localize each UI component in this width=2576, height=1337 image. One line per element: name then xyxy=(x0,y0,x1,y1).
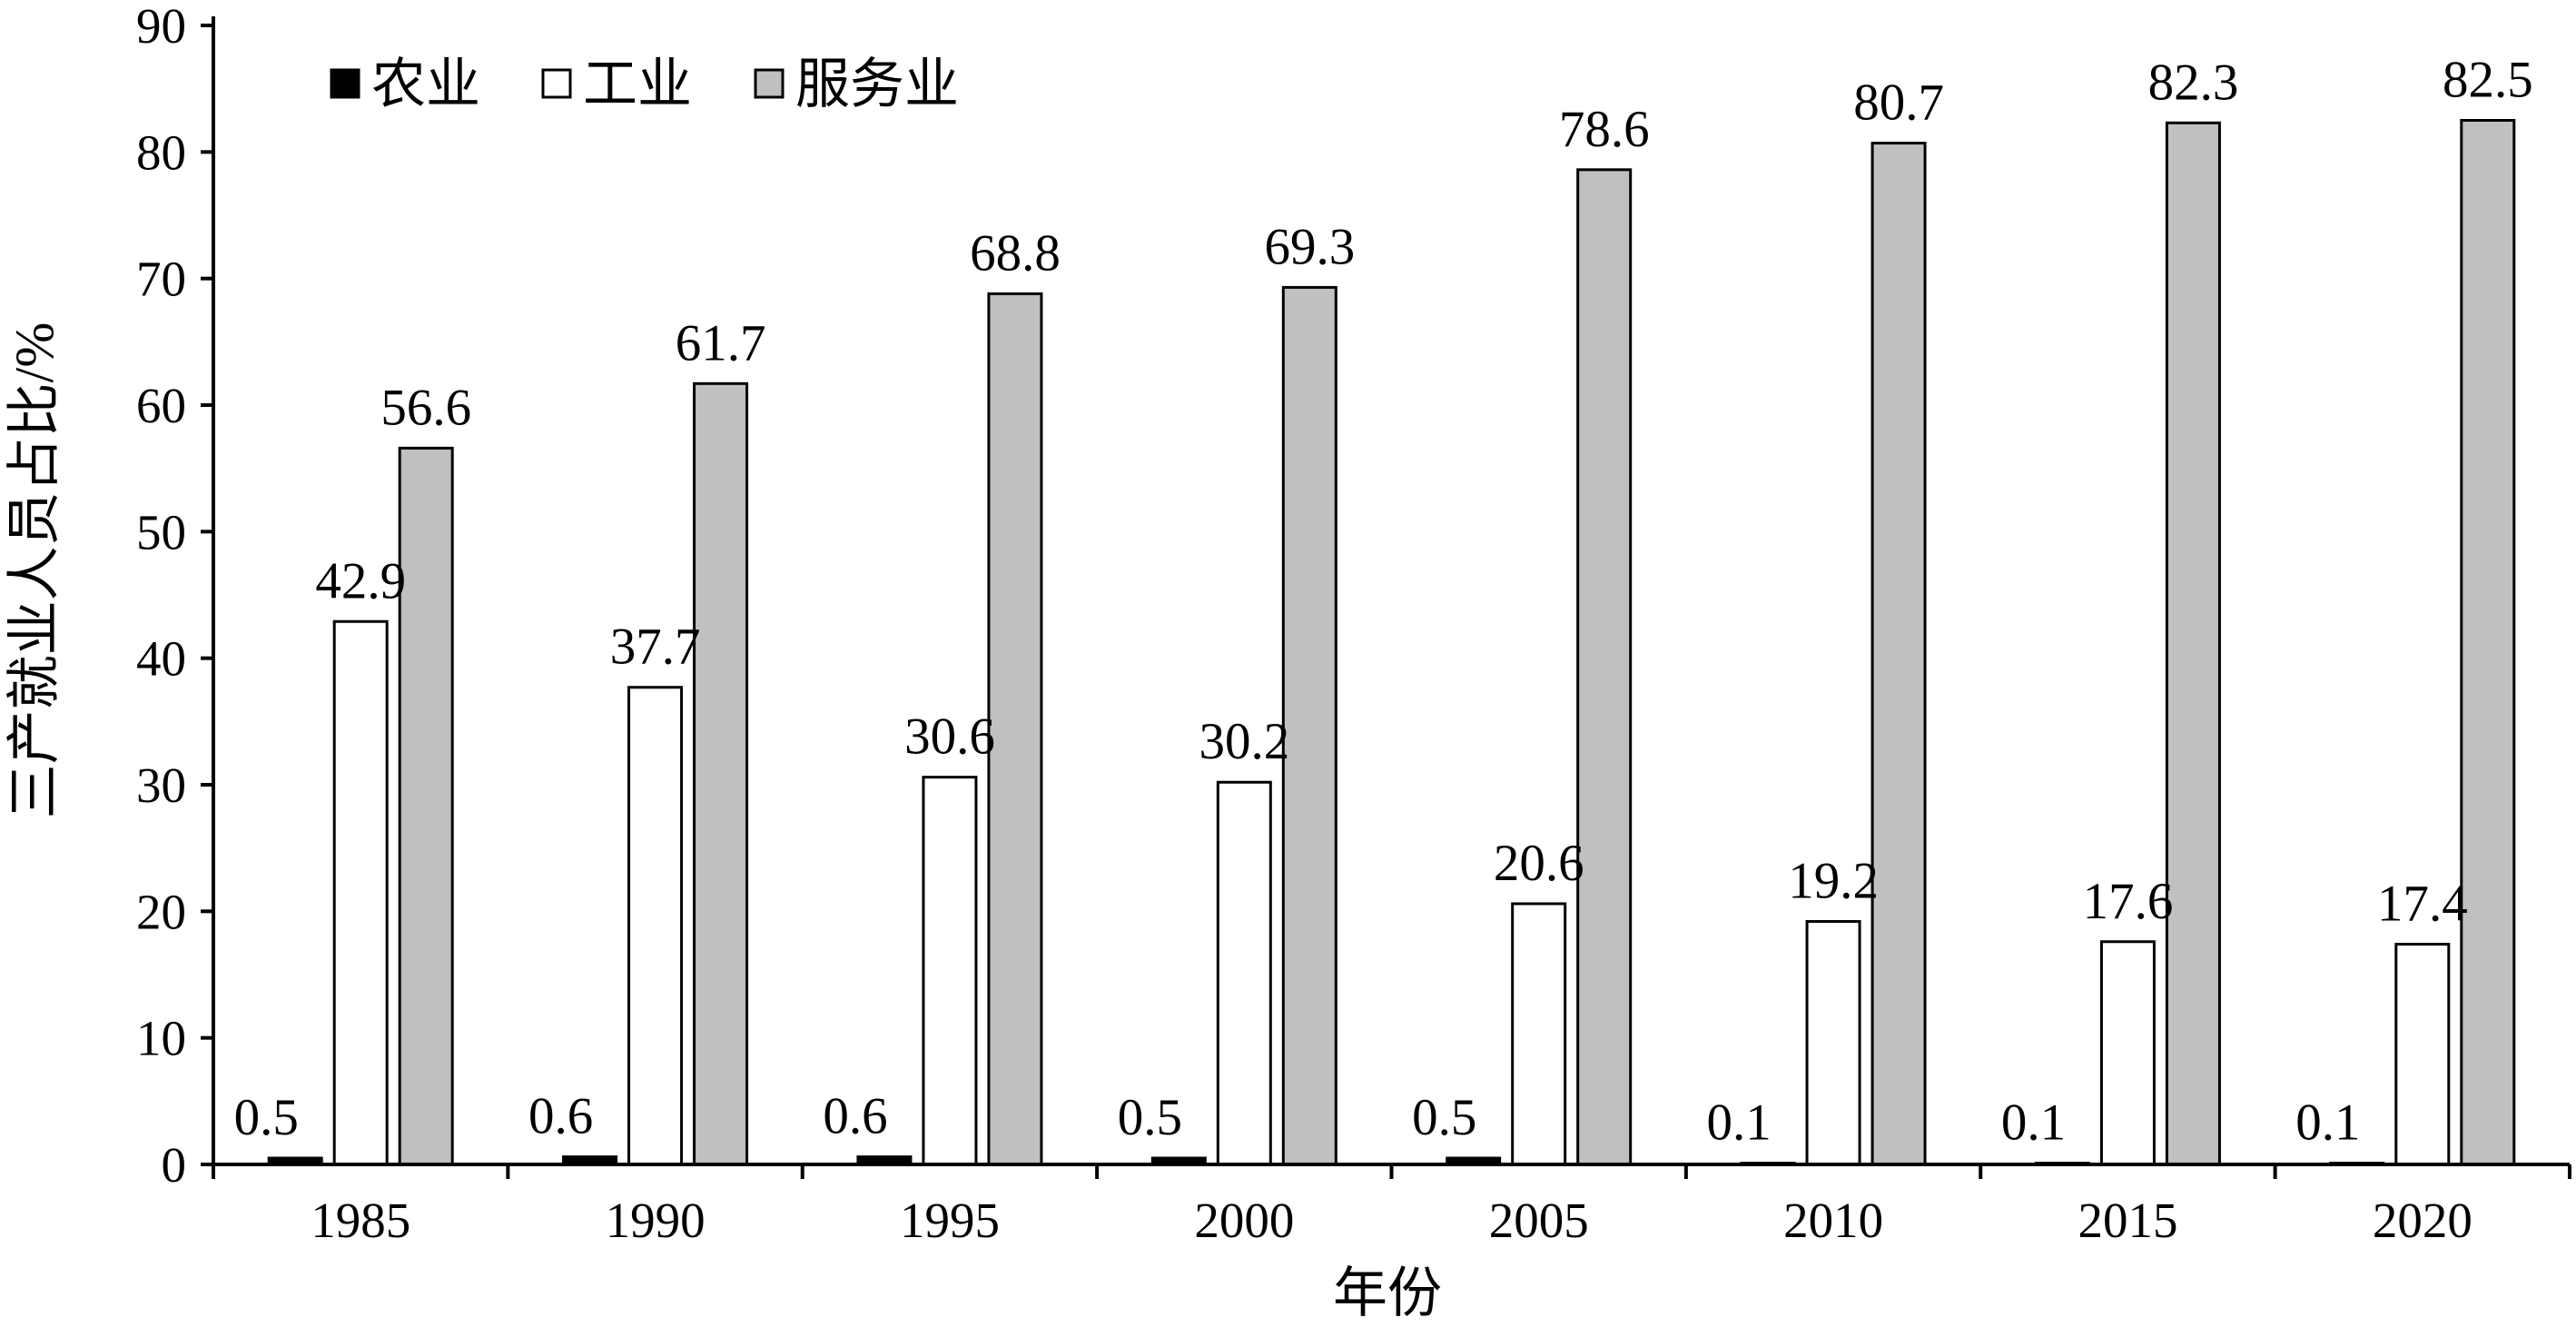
bar-s2-1990 xyxy=(693,381,749,1166)
x-tick-label-2020: 2020 xyxy=(2373,1193,2472,1248)
data-label-s2-2015: 82.3 xyxy=(2148,54,2239,111)
data-label-s2-2000: 69.3 xyxy=(1264,218,1355,275)
bar-s2-2010 xyxy=(1870,142,1927,1166)
data-label-s0-2015: 0.1 xyxy=(2001,1094,2066,1152)
data-label-s1-1995: 30.6 xyxy=(904,708,995,766)
x-tick-label-1985: 1985 xyxy=(311,1193,410,1248)
legend-swatch-2 xyxy=(754,68,785,99)
bar-s1-1990 xyxy=(627,686,684,1166)
y-tick-label-70: 70 xyxy=(136,252,186,307)
bar-s1-1995 xyxy=(922,776,978,1166)
bar-s1-2010 xyxy=(1805,919,1861,1166)
x-tick-label-2000: 2000 xyxy=(1194,1193,1294,1248)
y-tick-label-60: 60 xyxy=(136,378,186,433)
data-label-s1-2000: 30.2 xyxy=(1199,713,1289,770)
data-label-s0-1990: 0.6 xyxy=(528,1088,593,1145)
bar-s2-1995 xyxy=(987,292,1043,1166)
axes-layer: 0 10 20 30 40 50 60 70 80 90 1985 1990 1995 2000 2005 2… xyxy=(136,0,2571,1248)
data-label-s2-2010: 80.7 xyxy=(1853,74,1944,132)
data-label-s0-2000: 0.5 xyxy=(1118,1089,1182,1146)
x-tick-label-1990: 1990 xyxy=(606,1193,706,1248)
data-label-s2-1995: 68.8 xyxy=(970,224,1061,282)
y-tick-label-40: 40 xyxy=(136,631,186,687)
y-tick-label-0: 0 xyxy=(162,1137,187,1193)
data-label-s0-1995: 0.6 xyxy=(823,1088,887,1145)
x-tick-label-2010: 2010 xyxy=(1783,1193,1883,1248)
y-axis-title: 三产就业人员占比/% xyxy=(5,322,64,819)
data-label-s2-1990: 61.7 xyxy=(676,314,766,371)
legend-label-1: 工业 xyxy=(583,54,692,114)
data-label-s1-1990: 37.7 xyxy=(610,619,701,676)
bar-s2-2005 xyxy=(1576,168,1633,1166)
y-tick-label-10: 10 xyxy=(136,1011,186,1066)
x-tick-label-2015: 2015 xyxy=(2078,1193,2177,1248)
bar-s1-2000 xyxy=(1216,780,1272,1166)
legend-label-2: 服务业 xyxy=(795,54,959,114)
legend-swatch-1 xyxy=(541,68,572,99)
y-tick-label-90: 90 xyxy=(136,0,186,54)
bar-s2-2020 xyxy=(2460,119,2516,1166)
y-tick-label-50: 50 xyxy=(136,504,186,560)
bars-layer xyxy=(267,119,2516,1166)
x-tick-label-1995: 1995 xyxy=(900,1193,1000,1248)
data-label-s2-2020: 82.5 xyxy=(2443,52,2533,109)
bar-s2-1985 xyxy=(398,446,454,1166)
data-label-s0-2005: 0.5 xyxy=(1412,1089,1476,1146)
y-tick-label-80: 80 xyxy=(136,124,186,180)
bar-s2-2015 xyxy=(2165,121,2221,1166)
bar-s1-2020 xyxy=(2394,943,2451,1166)
data-label-s1-2015: 17.6 xyxy=(2083,873,2174,930)
bar-s1-2015 xyxy=(2099,940,2156,1166)
data-label-s1-1985: 42.9 xyxy=(315,552,406,609)
data-label-s2-2005: 78.6 xyxy=(1559,101,1650,158)
bar-s2-2000 xyxy=(1281,285,1337,1166)
data-label-s0-1985: 0.5 xyxy=(234,1089,299,1146)
data-label-s0-2020: 0.1 xyxy=(2295,1094,2360,1152)
y-tick-label-20: 20 xyxy=(136,884,186,939)
data-label-s1-2005: 20.6 xyxy=(1494,835,1584,892)
data-label-s1-2020: 17.4 xyxy=(2377,876,2468,933)
data-label-s2-1985: 56.6 xyxy=(380,379,471,436)
x-axis-title: 年份 xyxy=(1333,1263,1442,1323)
data-label-s1-2010: 19.2 xyxy=(1788,852,1879,909)
data-label-s0-2010: 0.1 xyxy=(1706,1094,1771,1152)
bar-s1-2005 xyxy=(1511,902,1567,1166)
y-tick-label-30: 30 xyxy=(136,758,186,813)
legend: 农业 工业 服务业 xyxy=(330,54,959,114)
data-labels-layer: 0.5 42.9 56.6 0.6 37.7 61.7 0.6 30.6 68.8 0.5 30.2… xyxy=(234,52,2533,1152)
x-tick-label-2005: 2005 xyxy=(1489,1193,1589,1248)
legend-label-0: 农业 xyxy=(371,54,480,114)
legend-swatch-0 xyxy=(330,68,360,99)
bar-s1-1985 xyxy=(332,619,389,1166)
